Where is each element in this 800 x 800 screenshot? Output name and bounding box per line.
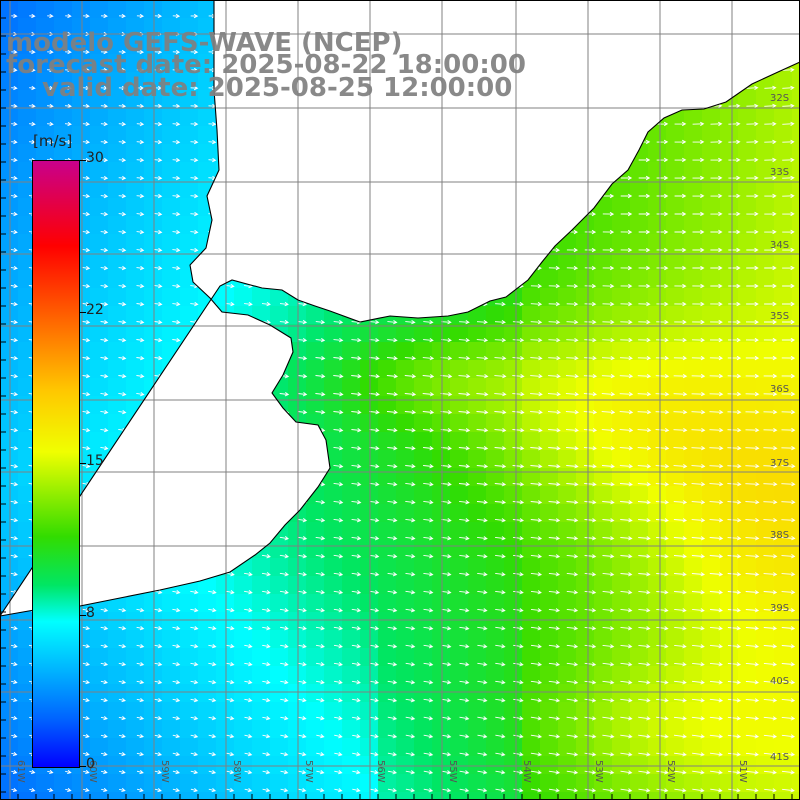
colorbar-tick-mark [80,615,86,616]
colorbar-unit: [m/s] [33,132,73,150]
land-mask [0,0,800,616]
lon-label: 57W [303,760,314,783]
lon-label: 53W [593,760,604,783]
lat-label: 34S [770,240,789,251]
lon-label: 58W [231,760,242,783]
colorbar-tick-8: 8 [86,605,95,621]
lon-label: 56W [375,760,386,783]
lat-label: 38S [770,530,789,541]
lat-label: 37S [770,458,789,469]
coastline [0,0,800,617]
title-model: modelo GEFS-WAVE (NCEP) [6,28,403,58]
colorbar-tick-15: 15 [86,453,104,469]
lat-label: 41S [770,752,789,763]
colorbar-tick-mark [80,463,86,464]
title-valid-date: valid date: 2025-08-25 12:00:00 [42,73,513,103]
lat-label: 32S [770,93,789,104]
colorbar [32,160,80,768]
lat-label: 39S [770,603,789,614]
colorbar-tick-mark [80,312,86,313]
lat-label: 36S [770,384,789,395]
lon-label: 60W [87,760,98,783]
lat-label: 35S [770,311,789,322]
colorbar-tick-30: 30 [86,150,104,166]
colorbar-tick-mark [80,160,86,161]
colorbar-tick-22: 22 [86,302,104,318]
lon-label: 51W [737,760,748,783]
lon-label: 61W [15,760,26,783]
lon-label: 54W [521,760,532,783]
colorbar-tick-0: 0 [86,756,95,772]
lat-label: 40S [770,676,789,687]
lat-label: 33S [770,167,789,178]
colorbar-tick-mark [80,766,86,767]
lon-label: 52W [665,760,676,783]
title-forecast-date: forecast date: 2025-08-22 18:00:00 [6,50,526,80]
lon-label: 59W [159,760,170,783]
lon-label: 55W [447,760,458,783]
